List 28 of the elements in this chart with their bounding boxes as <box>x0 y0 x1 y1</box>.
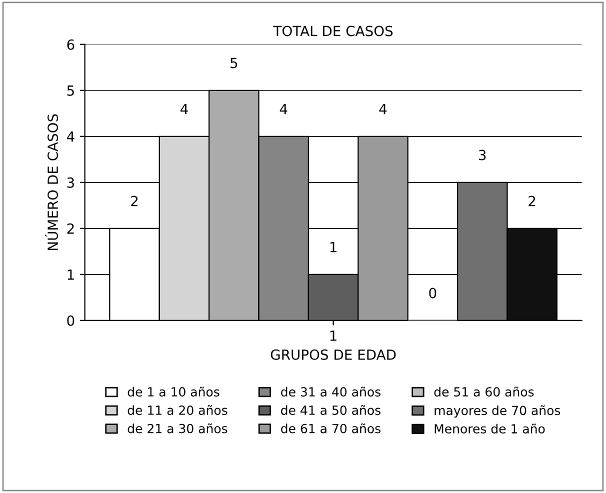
data-label: 2 <box>131 196 138 206</box>
y-tick-label: 6 <box>67 39 74 50</box>
legend-label: de 31 a 40 años <box>281 386 380 397</box>
y-tick-label: 5 <box>67 86 74 96</box>
chart-title: TOTAL DE CASOS <box>273 26 393 36</box>
y-tick-label: 4 <box>66 132 74 142</box>
legend-label: de 11 a 20 años <box>128 405 228 415</box>
data-label: 4 <box>180 104 188 114</box>
legend-label: mayores de 70 años <box>434 405 560 418</box>
y-tick-label: 1 <box>68 270 74 280</box>
y-axis-title: NÚMERO DE CASOS <box>44 114 58 250</box>
data-label: 0 <box>429 288 436 298</box>
legend-label: de 41 a 50 años <box>281 405 380 415</box>
data-label: 4 <box>280 104 288 114</box>
data-label: 5 <box>230 58 238 68</box>
legend-label: de 61 a 70 años <box>281 423 380 434</box>
y-tick-label: 3 <box>67 177 74 188</box>
y-tick-label: 2 <box>67 223 74 234</box>
data-label: 1 <box>330 242 336 252</box>
legend-label: de 1 a 10 años <box>128 386 220 397</box>
legend-label: de 21 a 30 años <box>128 423 228 434</box>
y-tick-label: 0 <box>67 315 74 326</box>
legend-label: de 51 a 60 años <box>434 386 534 397</box>
legend-label: Menores de 1 año <box>434 424 545 434</box>
data-label: 2 <box>528 196 536 206</box>
data-label: 3 <box>479 150 486 160</box>
x-axis-title: GRUPOS DE EDAD <box>270 349 396 360</box>
data-label: 4 <box>379 104 387 114</box>
